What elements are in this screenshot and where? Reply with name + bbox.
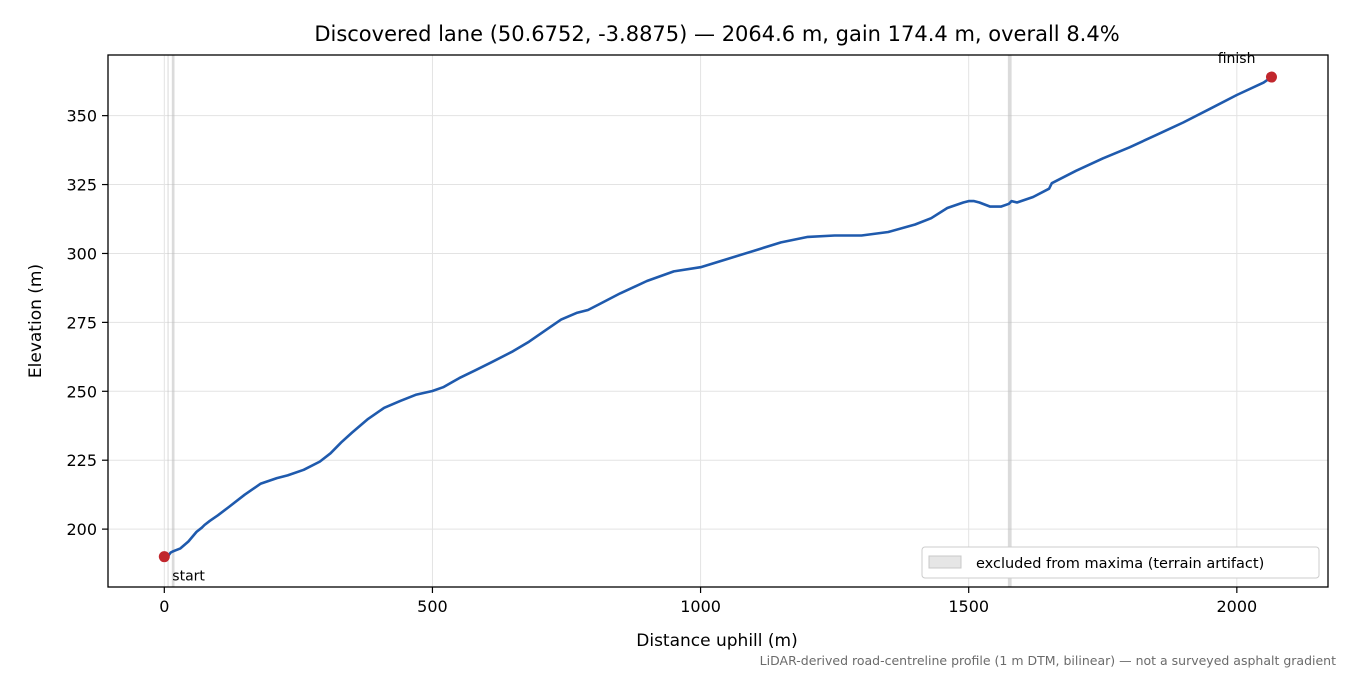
footnote: LiDAR-derived road-centreline profile (1… <box>760 653 1336 668</box>
excluded-spans-layer <box>167 55 1012 587</box>
excluded-span <box>167 55 169 587</box>
legend: excluded from maxima (terrain artifact) <box>921 546 1320 579</box>
plot-frame <box>107 54 1329 588</box>
x-tick-label: 1000 <box>680 597 721 616</box>
x-tick-label: 500 <box>417 597 448 616</box>
y-tick-label: 325 <box>66 176 97 195</box>
excluded-span <box>171 55 175 587</box>
x-tick-label: 2000 <box>1216 597 1257 616</box>
finish-label: finish <box>1218 51 1256 67</box>
legend-box <box>921 546 1320 579</box>
excluded-span <box>1007 55 1012 587</box>
legend-swatch <box>928 555 962 569</box>
x-tick-label: 0 <box>159 597 169 616</box>
start-label: start <box>172 569 205 585</box>
y-tick-label: 225 <box>66 451 97 470</box>
grid-layer <box>108 55 1328 587</box>
series-layer <box>163 75 1273 559</box>
chart-title: Discovered lane (50.6752, -3.8875) — 206… <box>314 22 1119 46</box>
finish-marker <box>1265 71 1277 83</box>
y-axis-label: Elevation (m) <box>26 264 46 378</box>
start-marker <box>158 551 170 563</box>
elevation-series-line <box>163 75 1273 559</box>
legend-entry-label: excluded from maxima (terrain artifact) <box>976 556 1264 572</box>
x-axis-label: Distance uphill (m) <box>636 631 797 651</box>
y-tick-label: 350 <box>66 107 97 126</box>
y-tick-label: 275 <box>66 313 97 332</box>
y-tick-label: 200 <box>66 520 97 539</box>
y-tick-label: 250 <box>66 382 97 401</box>
x-tick-label: 1500 <box>948 597 989 616</box>
ticks-layer: 0 500 1000 1500 2000 200 225 250 275 300 325 350 <box>66 107 1257 616</box>
y-tick-label: 300 <box>66 244 97 263</box>
